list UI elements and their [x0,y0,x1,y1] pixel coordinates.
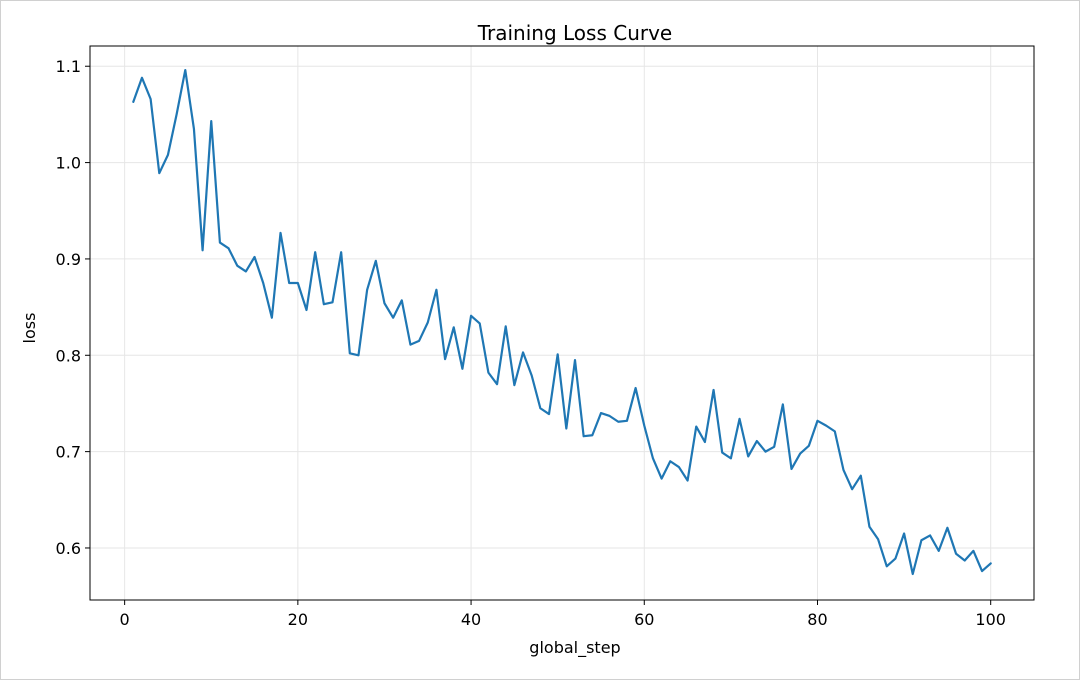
y-tick-label: 1.1 [56,57,81,76]
x-tick-label: 100 [975,610,1006,629]
plot-area-border [89,45,1035,601]
x-tick-label: 60 [634,610,654,629]
y-axis-label: loss [20,313,39,344]
y-tick-label: 0.8 [56,346,81,365]
x-axis-label: global_step [529,638,620,658]
x-tick-label: 40 [461,610,481,629]
x-tick-label: 20 [288,610,308,629]
chart-title: Training Loss Curve [477,21,673,45]
x-tick-label: 0 [120,610,130,629]
grid-layer [90,46,1034,600]
y-tick-label: 0.7 [56,443,81,462]
x-tick-label: 80 [807,610,827,629]
y-tick-label: 1.0 [56,154,81,173]
ticks-layer: 0 20 40 60 80 100 0.6 0.7 0.8 0.9 1.0 1.1 [56,57,1006,629]
y-tick-label: 0.6 [56,539,81,558]
series-line-loss [132,68,992,576]
data-layer [132,68,992,576]
y-tick-label: 0.9 [56,250,81,269]
